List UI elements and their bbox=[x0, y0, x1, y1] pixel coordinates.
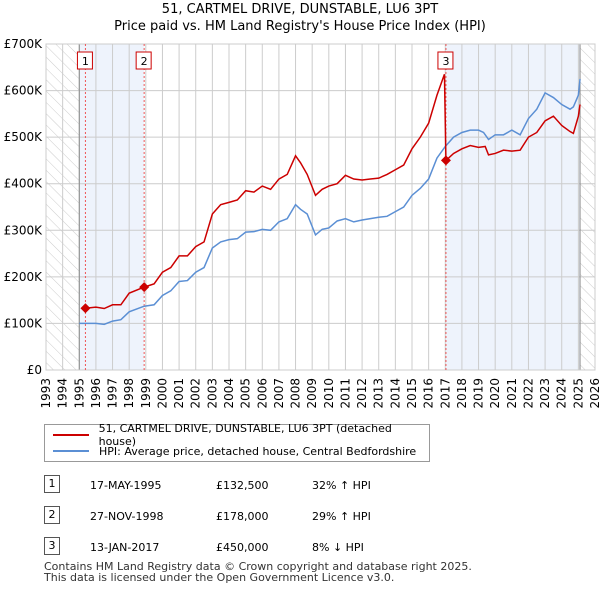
x-tick-label: 2010 bbox=[322, 378, 336, 409]
y-tick-label: £300K bbox=[4, 223, 44, 237]
x-tick-label: 2007 bbox=[272, 378, 286, 409]
footer: Contains HM Land Registry data © Crown c… bbox=[44, 561, 472, 583]
x-tick-label: 2008 bbox=[289, 378, 303, 409]
x-tick-label: 2022 bbox=[521, 378, 535, 409]
hatch-after-data bbox=[580, 44, 595, 370]
x-tick-label: 2019 bbox=[472, 378, 486, 409]
y-tick-label: £0 bbox=[27, 363, 42, 377]
transaction-label: 1 bbox=[82, 55, 89, 68]
x-tick-label: 2020 bbox=[488, 378, 502, 409]
chart-title: 51, CARTMEL DRIVE, DUNSTABLE, LU6 3PT bbox=[161, 2, 439, 17]
y-tick-label: £400K bbox=[4, 177, 44, 191]
x-tick-label: 2002 bbox=[189, 378, 203, 409]
x-tick-label: 2026 bbox=[588, 378, 600, 409]
transaction-date: 27-NOV-1998 bbox=[90, 510, 164, 523]
footer-line: This data is licensed under the Open Gov… bbox=[44, 571, 395, 584]
x-tick-label: 1994 bbox=[56, 378, 70, 409]
x-tick-label: 2018 bbox=[455, 378, 469, 409]
x-tick-label: 2000 bbox=[155, 378, 169, 409]
x-tick-label: 2024 bbox=[555, 378, 569, 409]
x-tick-label: 2001 bbox=[172, 378, 186, 409]
shade-period bbox=[79, 44, 145, 370]
x-tick-label: 2021 bbox=[505, 378, 519, 409]
plot-area: 1993 1994 1995 1996 1997 1998 1999 2000 2001 2002… bbox=[4, 37, 600, 409]
x-tick-label: 2009 bbox=[305, 378, 319, 409]
x-tick-label: 2013 bbox=[372, 378, 386, 409]
x-tick-label: 2025 bbox=[571, 378, 585, 409]
transaction-label: 3 bbox=[442, 55, 449, 68]
shade-period bbox=[445, 44, 581, 370]
legend-label: HPI: Average price, detached house, Cent… bbox=[99, 444, 417, 458]
transaction-number: 1 bbox=[44, 475, 60, 493]
x-tick-label: 1997 bbox=[106, 378, 120, 409]
y-tick-label: £200K bbox=[4, 270, 44, 284]
hpi-line bbox=[79, 78, 581, 326]
plot-border bbox=[45, 43, 596, 371]
x-tick-label: 2017 bbox=[438, 378, 452, 409]
y-tick-label: £600K bbox=[4, 84, 44, 98]
transaction-label-box bbox=[135, 51, 152, 70]
transaction-number: 3 bbox=[44, 537, 60, 555]
transaction-date: 17-MAY-1995 bbox=[90, 479, 162, 492]
transaction-point bbox=[440, 155, 451, 166]
transaction-number: 2 bbox=[44, 506, 60, 524]
x-tick-label: 2012 bbox=[355, 378, 369, 409]
y-tick-label: £700K bbox=[4, 37, 44, 51]
legend: 51, CARTMEL DRIVE, DUNSTABLE, LU6 3PT (d… bbox=[44, 422, 430, 462]
transaction-date: 13-JAN-2017 bbox=[90, 541, 160, 554]
x-tick-label: 1993 bbox=[39, 378, 53, 409]
transaction-price: £132,500 bbox=[216, 479, 269, 492]
footer-line: Contains HM Land Registry data © Crown c… bbox=[44, 560, 472, 573]
x-tick-label: 2023 bbox=[538, 378, 552, 409]
chart-subtitle: Price paid vs. HM Land Registry's House … bbox=[114, 19, 486, 34]
x-tick-label: 1999 bbox=[139, 378, 153, 409]
transaction-label-box bbox=[76, 51, 93, 70]
property-price-line bbox=[85, 74, 581, 310]
x-tick-label: 2006 bbox=[255, 378, 269, 409]
transaction-hpi-diff: 8% ↓ HPI bbox=[312, 541, 364, 554]
x-tick-label: 1996 bbox=[89, 378, 103, 409]
x-tick-label: 2015 bbox=[405, 378, 419, 409]
transaction-point bbox=[80, 303, 91, 314]
x-tick-label: 2014 bbox=[388, 378, 402, 409]
transaction-price: £450,000 bbox=[216, 541, 269, 554]
transaction-price: £178,000 bbox=[216, 510, 269, 523]
transaction-label-box bbox=[437, 51, 454, 70]
transaction-point bbox=[139, 282, 150, 293]
x-tick-label: 2011 bbox=[338, 378, 352, 409]
legend-item-property: 51, CARTMEL DRIVE, DUNSTABLE, LU6 3PT (d… bbox=[53, 422, 429, 448]
x-tick-label: 1998 bbox=[122, 378, 136, 409]
y-tick-label: £100K bbox=[4, 316, 44, 330]
x-tick-label: 2016 bbox=[422, 378, 436, 409]
x-tick-label: 1995 bbox=[72, 378, 86, 409]
transaction-hpi-diff: 32% ↑ HPI bbox=[312, 479, 371, 492]
legend-label: 51, CARTMEL DRIVE, DUNSTABLE, LU6 3PT (d… bbox=[98, 422, 392, 448]
y-tick-label: £500K bbox=[4, 130, 44, 144]
x-tick-label: 2003 bbox=[205, 378, 219, 409]
transaction-label: 2 bbox=[141, 55, 148, 68]
transaction-hpi-diff: 29% ↑ HPI bbox=[312, 510, 371, 523]
x-tick-label: 2005 bbox=[239, 378, 253, 409]
legend-item-hpi: HPI: Average price, detached house, Cent… bbox=[53, 443, 416, 459]
x-tick-label: 2004 bbox=[222, 378, 236, 409]
